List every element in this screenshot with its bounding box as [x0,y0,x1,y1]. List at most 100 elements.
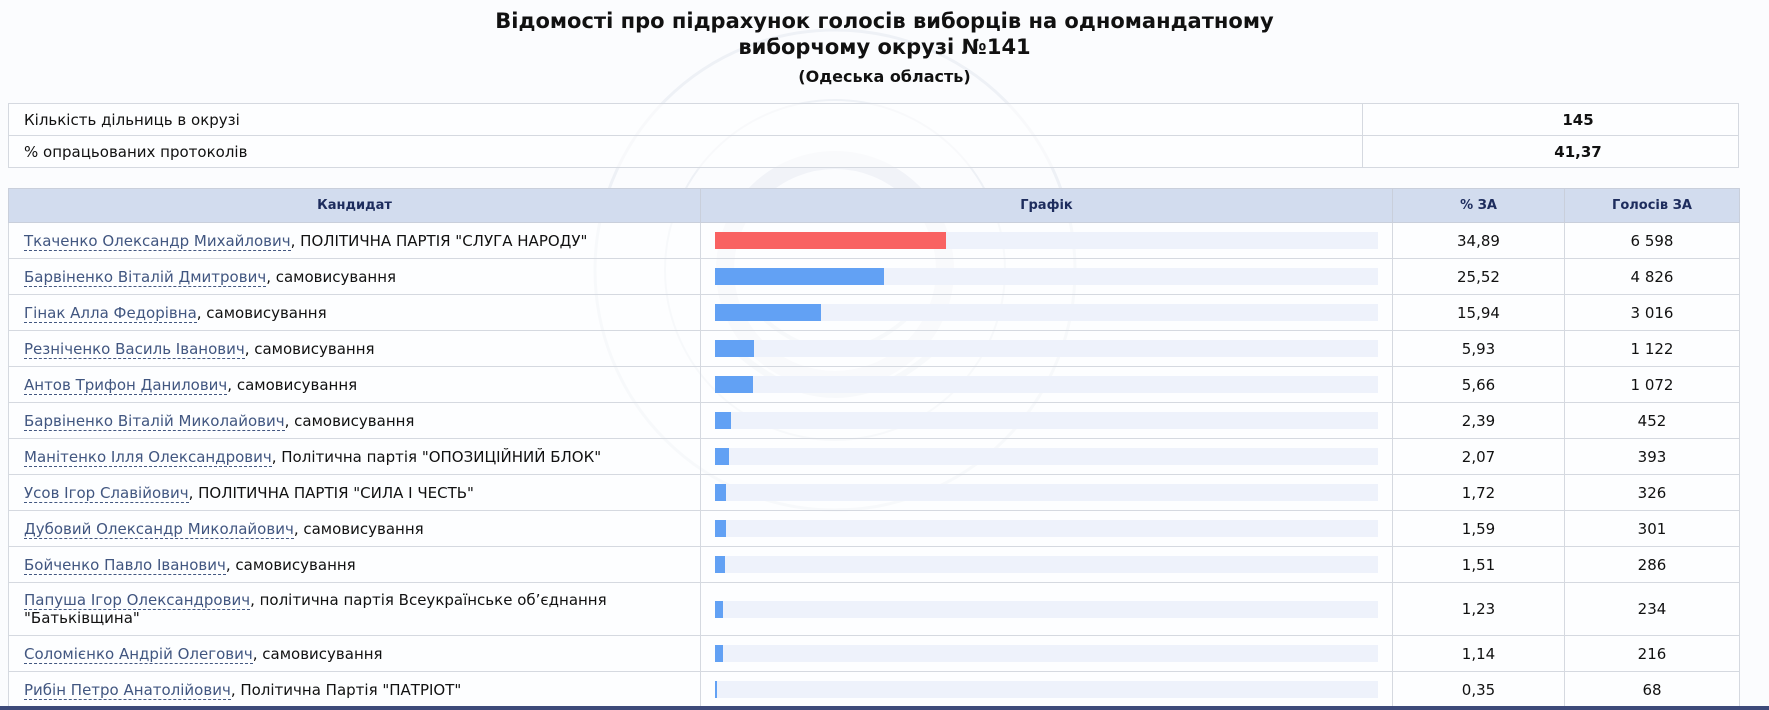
candidate-row: Антов Трифон Данилович, самовисування 5,6… [8,366,1740,403]
vote-bar-track [715,484,1378,501]
candidate-row: Усов Ігор Славійович, ПОЛІТИЧНА ПАРТІЯ "… [8,474,1740,511]
graph-cell [700,474,1393,511]
candidate-cell: Ткаченко Олександр Михайлович, ПОЛІТИЧНА… [8,222,701,259]
summary-label: Кількість дільниць в окрузі [8,103,1363,136]
graph-cell [700,546,1393,583]
graph-cell [700,438,1393,475]
vote-bar [715,412,731,429]
column-header-votes: Голосів ЗА [1564,188,1740,223]
vote-bar-track [715,340,1378,357]
column-header-percent: % ЗА [1392,188,1565,223]
candidate-party: , самовисування [196,303,327,322]
percent-cell: 2,39 [1392,402,1565,439]
summary-value: 145 [1362,103,1739,136]
candidate-party: , самовисування [244,339,375,358]
votes-cell: 6 598 [1564,222,1740,259]
votes-cell: 393 [1564,438,1740,475]
candidate-cell: Папуша Ігор Олександрович, політична пар… [8,582,701,636]
percent-cell: 2,07 [1392,438,1565,475]
candidate-party: , Політична партія "ОПОЗИЦІЙНИЙ БЛОК" [271,447,602,466]
results-header-row: Кандидат Графік % ЗА Голосів ЗА [8,188,1740,223]
vote-bar-track [715,268,1378,285]
percent-cell: 25,52 [1392,258,1565,295]
vote-bar [715,681,718,698]
page-header: Відомості про підрахунок голосів виборці… [0,0,1769,86]
candidate-cell: Манітенко Ілля Олександрович, Політична … [8,438,701,475]
candidate-party: , Політична Партія "ПАТРІОТ" [230,680,462,699]
vote-bar [715,268,885,285]
candidate-party: , самовисування [266,267,397,286]
vote-bar [715,484,727,501]
candidate-row: Манітенко Ілля Олександрович, Політична … [8,438,1740,475]
candidate-party: , ПОЛІТИЧНА ПАРТІЯ "СИЛА І ЧЕСТЬ" [188,483,474,502]
candidate-row: Барвіненко Віталій Миколайович, самовису… [8,402,1740,439]
region-subtitle: (Одеська область) [798,67,971,86]
candidate-party: , самовисування [284,411,415,430]
graph-cell [700,671,1393,708]
percent-cell: 1,51 [1392,546,1565,583]
percent-cell: 15,94 [1392,294,1565,331]
summary-value: 41,37 [1362,135,1739,168]
vote-bar [715,340,755,357]
graph-cell [700,510,1393,547]
results-table: Кандидат Графік % ЗА Голосів ЗА Ткаченко… [8,188,1740,708]
candidate-cell: Барвіненко Віталій Миколайович, самовису… [8,402,701,439]
summary-table: Кількість дільниць в окрузі 145 % опраць… [8,103,1739,168]
graph-cell [700,366,1393,403]
vote-bar [715,600,724,618]
candidate-row: Барвіненко Віталій Дмитрович, самовисува… [8,258,1740,295]
vote-bar [715,556,725,573]
summary-row: Кількість дільниць в окрузі 145 [8,103,1739,136]
percent-cell: 5,93 [1392,330,1565,367]
percent-cell: 1,23 [1392,582,1565,636]
graph-cell [700,402,1393,439]
votes-cell: 301 [1564,510,1740,547]
percent-cell: 1,59 [1392,510,1565,547]
candidate-cell: Рибін Петро Анатолійович, Політична Парт… [8,671,701,708]
candidate-name-link[interactable]: Барвіненко Віталій Миколайович [24,411,285,431]
candidate-name-link[interactable]: Барвіненко Віталій Дмитрович [24,267,267,287]
candidate-party: , політична партія Всеукраїнське об’єдна… [24,591,607,627]
summary-row: % опрацьованих протоколів 41,37 [8,135,1739,168]
votes-cell: 1 122 [1564,330,1740,367]
summary-label: % опрацьованих протоколів [8,135,1363,168]
candidate-party: , самовисування [252,644,383,663]
votes-cell: 216 [1564,635,1740,672]
title-line-2: виборчому окрузі №141 [738,35,1031,59]
candidate-row: Соломієнко Андрій Олегович, самовисуванн… [8,635,1740,672]
candidate-name-link[interactable]: Антов Трифон Данилович [24,375,228,395]
graph-cell [700,330,1393,367]
column-header-candidate: Кандидат [8,188,701,223]
votes-cell: 286 [1564,546,1740,583]
vote-bar [715,520,726,537]
candidate-name-link[interactable]: Дубовий Олександр Миколайович [24,519,294,539]
vote-bar-track [715,645,1378,662]
candidate-name-link[interactable]: Гінак Алла Федорівна [24,303,197,323]
candidate-name-link[interactable]: Рибін Петро Анатолійович [24,680,231,700]
candidate-name-link[interactable]: Манітенко Ілля Олександрович [24,447,272,467]
candidate-cell: Соломієнко Андрій Олегович, самовисуванн… [8,635,701,672]
page-title: Відомості про підрахунок голосів виборці… [0,0,1769,60]
vote-bar-track [715,448,1378,465]
candidate-row: Бойченко Павло Іванович, самовисування 1,… [8,546,1740,583]
candidate-cell: Резніченко Василь Іванович, самовисуванн… [8,330,701,367]
percent-cell: 0,35 [1392,671,1565,708]
candidate-cell: Барвіненко Віталій Дмитрович, самовисува… [8,258,701,295]
candidate-name-link[interactable]: Резніченко Василь Іванович [24,339,245,359]
votes-cell: 68 [1564,671,1740,708]
votes-cell: 3 016 [1564,294,1740,331]
votes-cell: 452 [1564,402,1740,439]
vote-bar-track [715,232,1378,249]
votes-cell: 234 [1564,582,1740,636]
candidate-name-link[interactable]: Ткаченко Олександр Михайлович [24,231,291,251]
percent-cell: 34,89 [1392,222,1565,259]
candidate-row: Ткаченко Олександр Михайлович, ПОЛІТИЧНА… [8,222,1740,259]
candidate-name-link[interactable]: Соломієнко Андрій Олегович [24,644,253,664]
candidate-name-link[interactable]: Папуша Ігор Олександрович [24,591,251,610]
candidate-cell: Бойченко Павло Іванович, самовисування [8,546,701,583]
graph-cell [700,635,1393,672]
candidate-name-link[interactable]: Усов Ігор Славійович [24,483,189,503]
candidate-cell: Гінак Алла Федорівна, самовисування [8,294,701,331]
votes-cell: 326 [1564,474,1740,511]
candidate-name-link[interactable]: Бойченко Павло Іванович [24,555,226,575]
